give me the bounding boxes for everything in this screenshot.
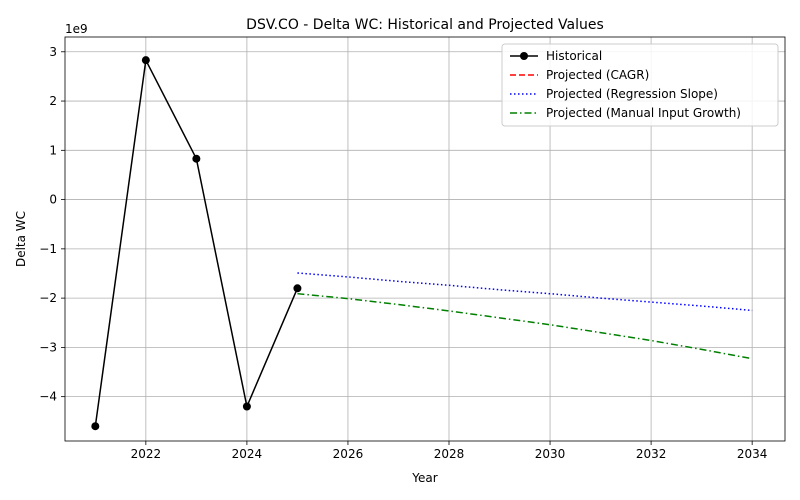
x-tick-label: 2032 [636, 447, 667, 461]
data-point [242, 402, 251, 411]
y-tick-label: 3 [49, 45, 57, 59]
chart-title: DSV.CO - Delta WC: Historical and Projec… [246, 17, 604, 33]
x-tick-label: 2026 [333, 447, 364, 461]
legend-label: Projected (Manual Input Growth) [546, 106, 741, 120]
x-tick-label: 2034 [737, 447, 768, 461]
y-tick-label: 0 [49, 193, 57, 207]
y-tick-label: −4 [39, 390, 57, 404]
y-tick-label: 1 [49, 143, 57, 157]
plot-frame [64, 36, 786, 442]
x-tick-label: 2028 [434, 447, 465, 461]
y-tick-label: −1 [39, 242, 57, 256]
x-axis-label: Year [411, 471, 437, 485]
x-tick-label: 2030 [535, 447, 566, 461]
legend-label: Historical [546, 49, 602, 63]
legend-marker [520, 52, 528, 60]
data-point [192, 154, 201, 163]
x-tick-label: 2024 [232, 447, 263, 461]
y-tick-label: −2 [39, 291, 57, 305]
x-tick-label: 2022 [131, 447, 162, 461]
y-axis-label: Delta WC [14, 211, 28, 267]
legend-label: Projected (Regression Slope) [546, 87, 718, 101]
series-line-projected-regression-slope [297, 272, 753, 312]
series-group [91, 56, 753, 431]
data-point [141, 56, 150, 65]
y-tick-label: 2 [49, 94, 57, 108]
legend: Historical Projected (CAGR) Projected (Reg… [501, 43, 779, 127]
series-line-projected-manual-input-growth [297, 292, 753, 360]
data-point [91, 422, 100, 431]
y-offset-text: 1e9 [65, 22, 88, 36]
legend-label: Projected (CAGR) [546, 68, 649, 82]
legend-box [501, 43, 779, 127]
y-tick-label: −3 [39, 340, 57, 354]
data-point [293, 284, 302, 293]
ticks: 2022 2024 2026 2028 2030 2032 2034 −4 −3 −2 −1 0 1 2 3 [39, 45, 767, 461]
